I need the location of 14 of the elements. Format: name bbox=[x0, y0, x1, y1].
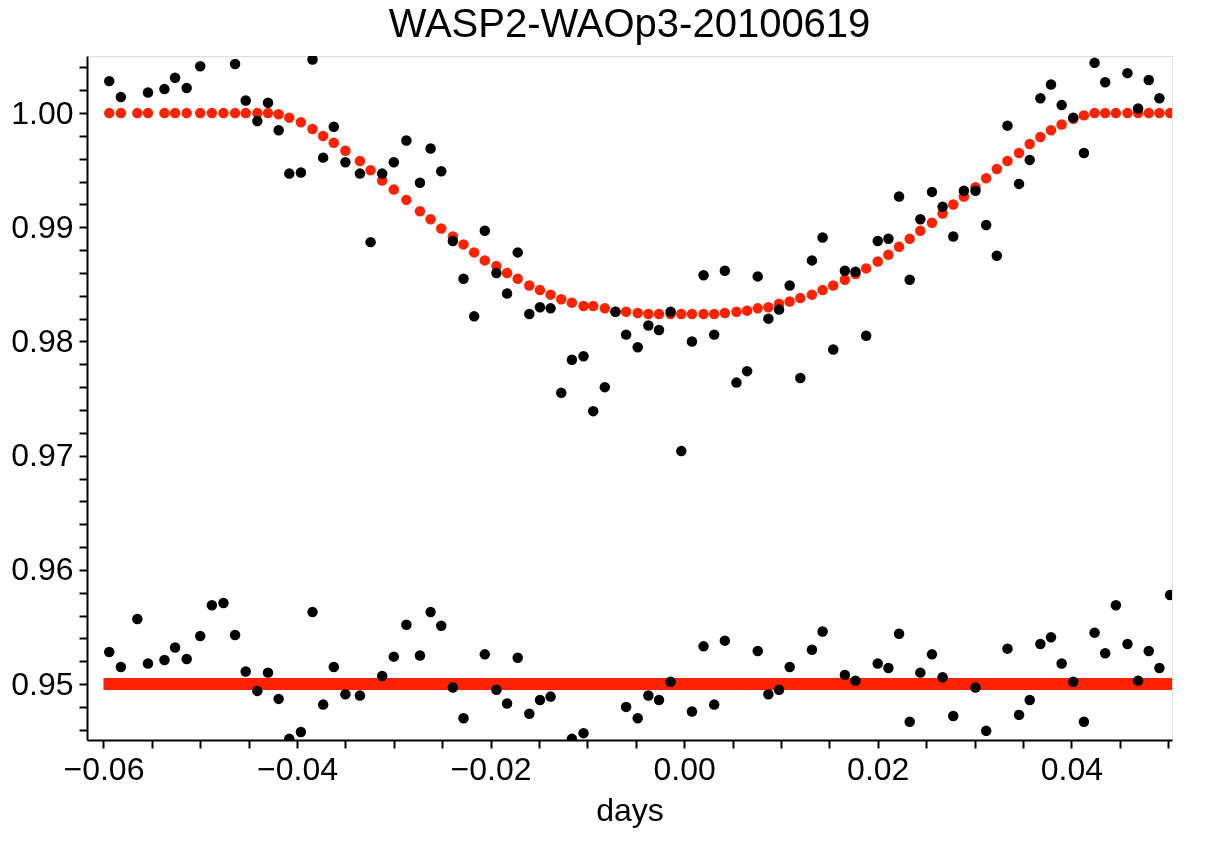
x-tick-label: −0.04 bbox=[257, 750, 339, 787]
y-tick-label: 0.98 bbox=[11, 322, 74, 359]
y-tick-label: 0.97 bbox=[11, 437, 74, 474]
x-tick-label: 0.00 bbox=[653, 750, 716, 787]
x-tick-label: −0.02 bbox=[450, 750, 532, 787]
x-axis-title: days bbox=[596, 791, 664, 828]
x-tick-label: 0.04 bbox=[1040, 750, 1103, 787]
x-tick-label: −0.06 bbox=[63, 750, 145, 787]
chart-title: WASP2-WAOp3-20100619 bbox=[388, 1, 871, 46]
x-tick-label: 0.02 bbox=[847, 750, 910, 787]
y-tick-label: 1.00 bbox=[11, 94, 74, 131]
y-tick-label: 0.95 bbox=[11, 665, 74, 702]
y-tick-label: 0.96 bbox=[11, 551, 74, 588]
y-tick-label: 0.99 bbox=[11, 208, 74, 245]
